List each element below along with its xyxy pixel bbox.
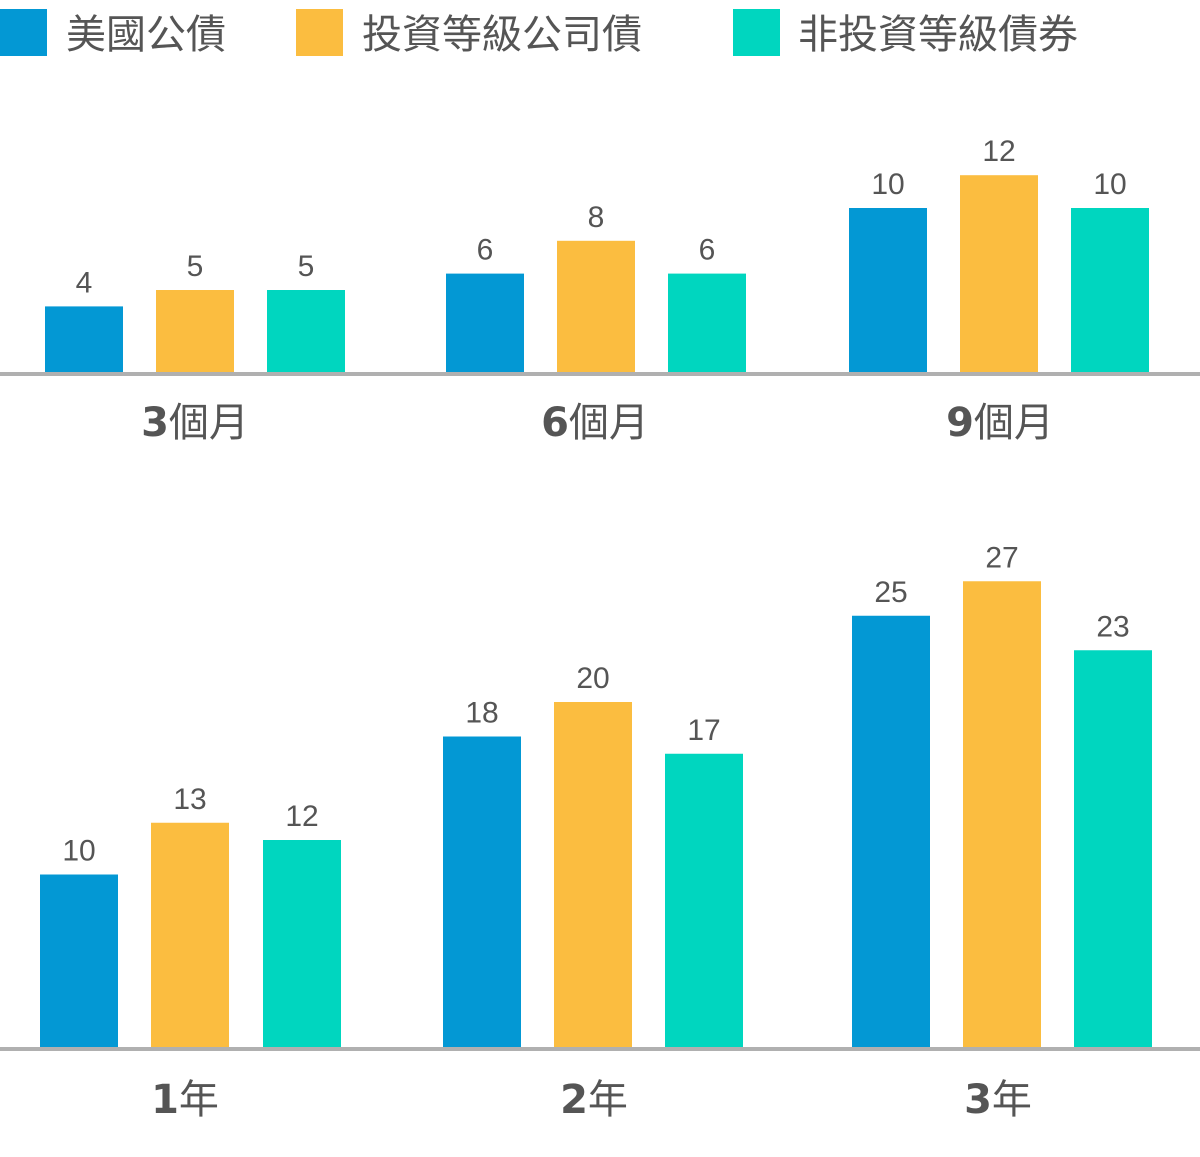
bar-non-investment-grade — [263, 840, 341, 1047]
data-label: 6 — [477, 234, 494, 267]
category-label: 2年 — [560, 1077, 628, 1123]
data-label: 18 — [465, 697, 498, 730]
bar-treasury — [849, 208, 927, 372]
bar-investment-grade — [557, 240, 635, 372]
category-label: 3年 — [964, 1077, 1032, 1123]
category-label: 3個月 — [141, 400, 249, 446]
legend-label-investment-grade: 投資等級公司債 — [362, 12, 642, 58]
bar-non-investment-grade — [1074, 650, 1152, 1047]
bar-investment-grade — [963, 581, 1041, 1047]
category-label: 9個月 — [946, 400, 1054, 446]
legend-label-non-investment-grade: 非投資等級債券 — [798, 12, 1078, 58]
bar-treasury — [852, 615, 930, 1047]
bar-treasury — [40, 874, 118, 1047]
bar-treasury — [446, 273, 524, 372]
bar-treasury — [45, 306, 123, 372]
legend-swatch-non-investment-grade — [733, 9, 780, 56]
data-label: 17 — [687, 714, 720, 747]
bar-treasury — [443, 736, 521, 1047]
bar-investment-grade — [151, 822, 229, 1047]
data-label: 8 — [588, 201, 605, 234]
legend: 美國公債 投資等級公司債 非投資等級債券 — [0, 9, 1078, 58]
data-label: 10 — [1093, 168, 1126, 201]
data-label: 5 — [298, 250, 315, 283]
chart-panel-short-term: 4 5 5 3個月 6 8 6 6個月 10 12 10 9個月 — [0, 135, 1200, 446]
data-label: 4 — [76, 266, 93, 299]
legend-swatch-investment-grade — [296, 9, 343, 56]
bar-investment-grade — [554, 702, 632, 1047]
bar-non-investment-grade — [1071, 208, 1149, 372]
data-label: 5 — [187, 250, 204, 283]
data-label: 10 — [62, 835, 95, 868]
data-label: 27 — [985, 541, 1018, 574]
bar-non-investment-grade — [267, 290, 345, 372]
data-label: 12 — [982, 135, 1015, 168]
bar-investment-grade — [156, 290, 234, 372]
data-label: 13 — [173, 783, 206, 816]
category-label: 6個月 — [541, 400, 649, 446]
legend-label-treasury: 美國公債 — [66, 12, 226, 58]
data-label: 23 — [1096, 610, 1129, 643]
category-label: 1年 — [151, 1077, 219, 1123]
data-label: 6 — [699, 234, 716, 267]
bar-non-investment-grade — [668, 273, 746, 372]
data-label: 20 — [576, 662, 609, 695]
data-label: 10 — [871, 168, 904, 201]
data-label: 12 — [285, 800, 318, 833]
bar-non-investment-grade — [665, 753, 743, 1047]
data-label: 25 — [874, 576, 907, 609]
bar-investment-grade — [960, 175, 1038, 372]
chart-panel-long-term: 10 13 12 1年 18 20 17 2年 25 27 23 3年 — [0, 541, 1200, 1123]
legend-swatch-treasury — [0, 9, 47, 56]
